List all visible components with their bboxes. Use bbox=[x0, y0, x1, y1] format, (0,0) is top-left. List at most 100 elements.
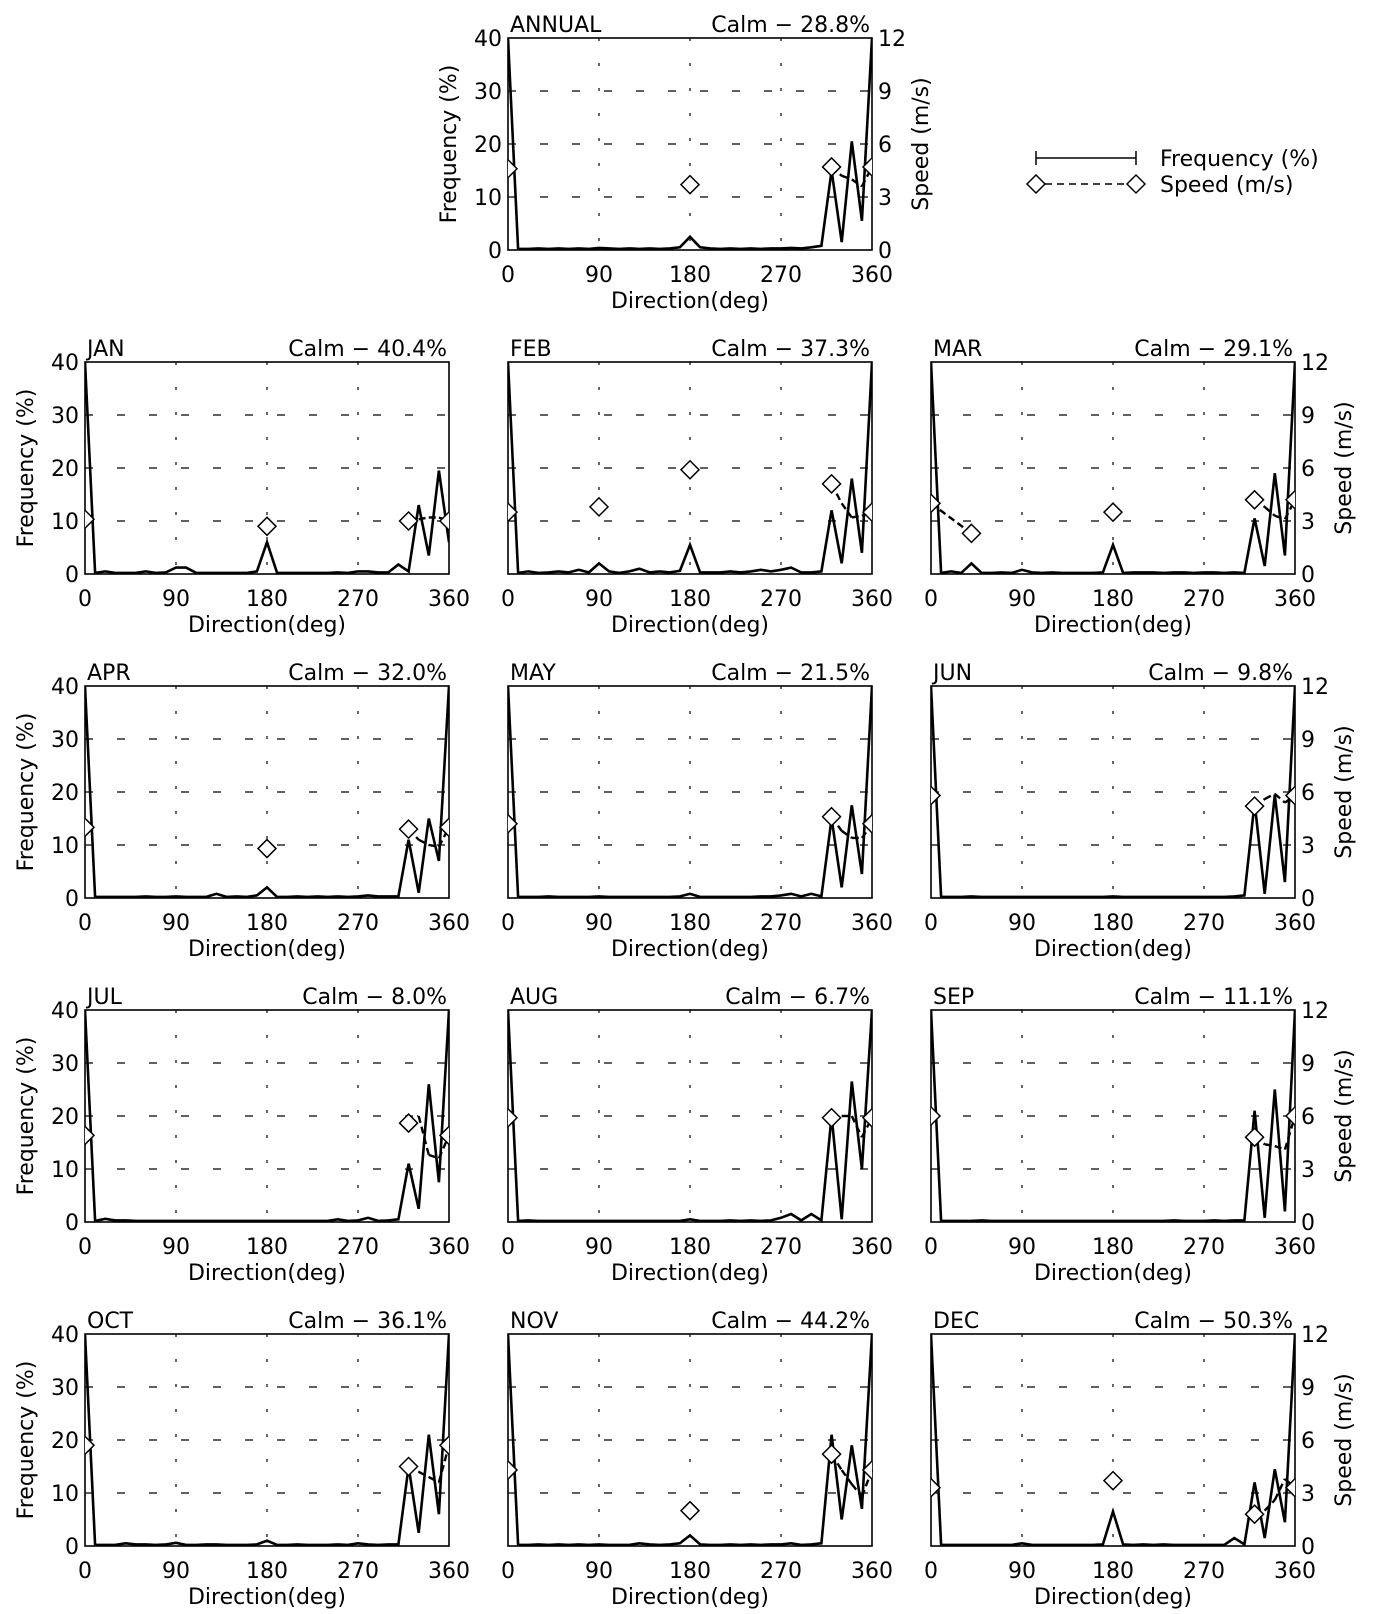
plot-frame bbox=[507, 37, 873, 251]
panel-title: JAN bbox=[85, 337, 125, 362]
y-right-tick-label: 6 bbox=[878, 133, 892, 158]
panel-title: ANNUAL bbox=[510, 13, 602, 38]
x-tick-label: 270 bbox=[1183, 1559, 1225, 1584]
x-tick-label: 270 bbox=[337, 1559, 379, 1584]
speed-marker bbox=[1244, 489, 1265, 510]
x-tick-label: 0 bbox=[501, 587, 515, 612]
x-tick-label: 180 bbox=[1092, 1559, 1134, 1584]
speed-line bbox=[1263, 505, 1276, 517]
y-right-axis-label: Speed (m/s) bbox=[1332, 1049, 1357, 1182]
plot-frame bbox=[84, 1009, 450, 1223]
y-left-tick-label: 20 bbox=[51, 1105, 79, 1130]
x-tick-label: 90 bbox=[162, 587, 190, 612]
x-tick-label: 180 bbox=[1092, 911, 1134, 936]
x-tick-label: 90 bbox=[1008, 911, 1036, 936]
speed-marker bbox=[1284, 489, 1295, 510]
x-axis-label: Direction(deg) bbox=[611, 1261, 769, 1286]
speed-marker bbox=[588, 496, 610, 517]
frequency-line bbox=[931, 685, 1295, 899]
y-left-tick-label: 20 bbox=[51, 1429, 79, 1454]
y-left-tick-label: 30 bbox=[51, 1052, 79, 1077]
plot-frame bbox=[84, 685, 450, 899]
frequency-line bbox=[931, 1333, 1295, 1547]
speed-marker bbox=[861, 156, 872, 178]
frequency-line bbox=[508, 1333, 872, 1547]
speed-marker bbox=[821, 806, 842, 827]
x-axis-label: Direction(deg) bbox=[611, 937, 769, 962]
y-right-tick-label: 0 bbox=[1301, 1211, 1315, 1236]
plot-frame bbox=[507, 685, 873, 899]
speed-marker bbox=[931, 1477, 942, 1498]
speed-marker bbox=[1102, 502, 1124, 523]
speed-line bbox=[930, 502, 973, 535]
speed-marker bbox=[256, 838, 278, 859]
speed-marker bbox=[85, 817, 96, 838]
speed-line bbox=[1274, 1144, 1286, 1151]
calm-label: Calm − 11.1% bbox=[1134, 985, 1293, 1010]
frequency-line bbox=[85, 1009, 449, 1223]
x-tick-label: 180 bbox=[246, 1235, 288, 1260]
legend-speed-label: Speed (m/s) bbox=[1160, 173, 1293, 198]
speed-marker bbox=[398, 819, 419, 840]
x-axis-label: Direction(deg) bbox=[1034, 1261, 1192, 1286]
y-left-tick-label: 30 bbox=[51, 1376, 79, 1401]
panel-title: FEB bbox=[510, 337, 552, 362]
y-right-tick-label: 3 bbox=[878, 186, 892, 211]
speed-line bbox=[851, 178, 863, 188]
x-tick-label: 0 bbox=[78, 587, 92, 612]
y-right-tick-label: 12 bbox=[878, 27, 906, 52]
speed-line bbox=[418, 1470, 430, 1479]
y-right-tick-label: 12 bbox=[1301, 999, 1329, 1024]
speed-line bbox=[850, 1115, 863, 1138]
legend-diamond-marker bbox=[1025, 173, 1047, 195]
x-tick-label: 360 bbox=[1274, 1235, 1316, 1260]
speed-marker bbox=[961, 523, 982, 544]
y-right-axis-label: Speed (m/s) bbox=[909, 77, 934, 210]
speed-line bbox=[860, 166, 874, 187]
y-right-tick-label: 12 bbox=[1301, 351, 1329, 376]
calm-label: Calm − 40.4% bbox=[288, 337, 447, 362]
speed-line bbox=[437, 1134, 451, 1159]
speed-line bbox=[417, 1115, 430, 1156]
legend-frequency-label: Frequency (%) bbox=[1160, 147, 1319, 172]
speed-line bbox=[1283, 1115, 1297, 1150]
panel-feb: 0 90 180 270 360 Direction(deg) FEB Calm − 37.3… bbox=[501, 337, 893, 638]
y-left-tick-label: 40 bbox=[51, 351, 79, 376]
speed-line bbox=[428, 843, 440, 848]
x-axis-label: Direction(deg) bbox=[611, 289, 769, 314]
x-tick-label: 360 bbox=[1274, 1559, 1316, 1584]
speed-marker bbox=[508, 813, 519, 834]
calm-label: Calm − 44.2% bbox=[711, 1309, 870, 1334]
speed-marker bbox=[821, 473, 842, 494]
y-right-axis-label: Speed (m/s) bbox=[1332, 1373, 1357, 1506]
panel-annual: 0 90 180 270 360Direction(deg)010203040Frequ… bbox=[437, 13, 934, 314]
y-right-tick-label: 9 bbox=[1301, 1052, 1315, 1077]
speed-line bbox=[1273, 792, 1286, 804]
speed-marker bbox=[438, 817, 449, 838]
speed-line bbox=[418, 516, 429, 521]
y-left-tick-label: 30 bbox=[474, 80, 502, 105]
speed-marker bbox=[931, 493, 942, 514]
calm-label: Calm − 21.5% bbox=[711, 661, 870, 686]
y-left-axis-label: Frequency (%) bbox=[14, 713, 39, 872]
speed-marker bbox=[508, 1459, 519, 1481]
x-tick-label: 270 bbox=[337, 587, 379, 612]
panel-title: JUN bbox=[931, 661, 972, 686]
y-right-tick-label: 6 bbox=[1301, 1429, 1315, 1454]
x-tick-label: 0 bbox=[78, 1559, 92, 1584]
speed-marker bbox=[398, 1113, 419, 1134]
speed-line bbox=[1264, 792, 1276, 801]
frequency-line bbox=[85, 361, 449, 575]
frequency-line bbox=[931, 361, 1295, 575]
calm-label: Calm − 6.7% bbox=[725, 985, 870, 1010]
x-tick-label: 270 bbox=[760, 587, 802, 612]
plot-frame bbox=[507, 1009, 873, 1223]
x-tick-label: 270 bbox=[337, 1235, 379, 1260]
speed-line bbox=[437, 826, 451, 848]
x-tick-label: 180 bbox=[246, 587, 288, 612]
y-right-tick-label: 0 bbox=[878, 239, 892, 264]
x-tick-label: 180 bbox=[669, 1235, 711, 1260]
speed-line bbox=[851, 514, 863, 519]
